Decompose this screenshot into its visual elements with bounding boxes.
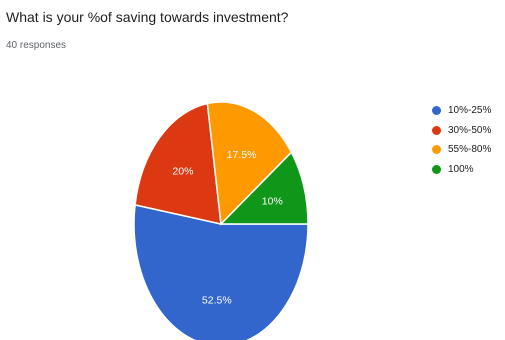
chart-title: What is your %of saving towards investme… xyxy=(6,9,289,25)
legend-label: 100% xyxy=(448,163,474,175)
legend-label: 30%-50% xyxy=(448,124,492,136)
pie-slice-label: 10% xyxy=(262,196,283,208)
pie-slice[interactable] xyxy=(206,101,293,226)
legend-label: 10%-25% xyxy=(448,105,492,117)
pie-slice[interactable] xyxy=(133,203,309,340)
legend-label: 55%-80% xyxy=(448,144,492,156)
legend-item[interactable]: 30%-50% xyxy=(432,121,491,141)
pie-slice-label: 17.5% xyxy=(227,149,257,161)
legend-swatch xyxy=(432,106,441,116)
response-count: 40 responses xyxy=(6,40,67,51)
chart-legend: 10%-25% 30%-50% 55%-80% 100% xyxy=(432,101,491,179)
legend-item[interactable]: 10%-25% xyxy=(432,101,491,121)
legend-item[interactable]: 55%-80% xyxy=(432,140,491,160)
pie-slice[interactable] xyxy=(219,151,309,225)
pie-slice[interactable] xyxy=(134,102,222,225)
legend-swatch xyxy=(432,145,441,155)
legend-swatch xyxy=(432,164,441,174)
legend-item[interactable]: 100% xyxy=(432,160,491,180)
legend-swatch xyxy=(432,125,441,135)
pie-slice-label: 52.5% xyxy=(202,294,232,306)
pie-slice-label: 20% xyxy=(172,166,193,178)
